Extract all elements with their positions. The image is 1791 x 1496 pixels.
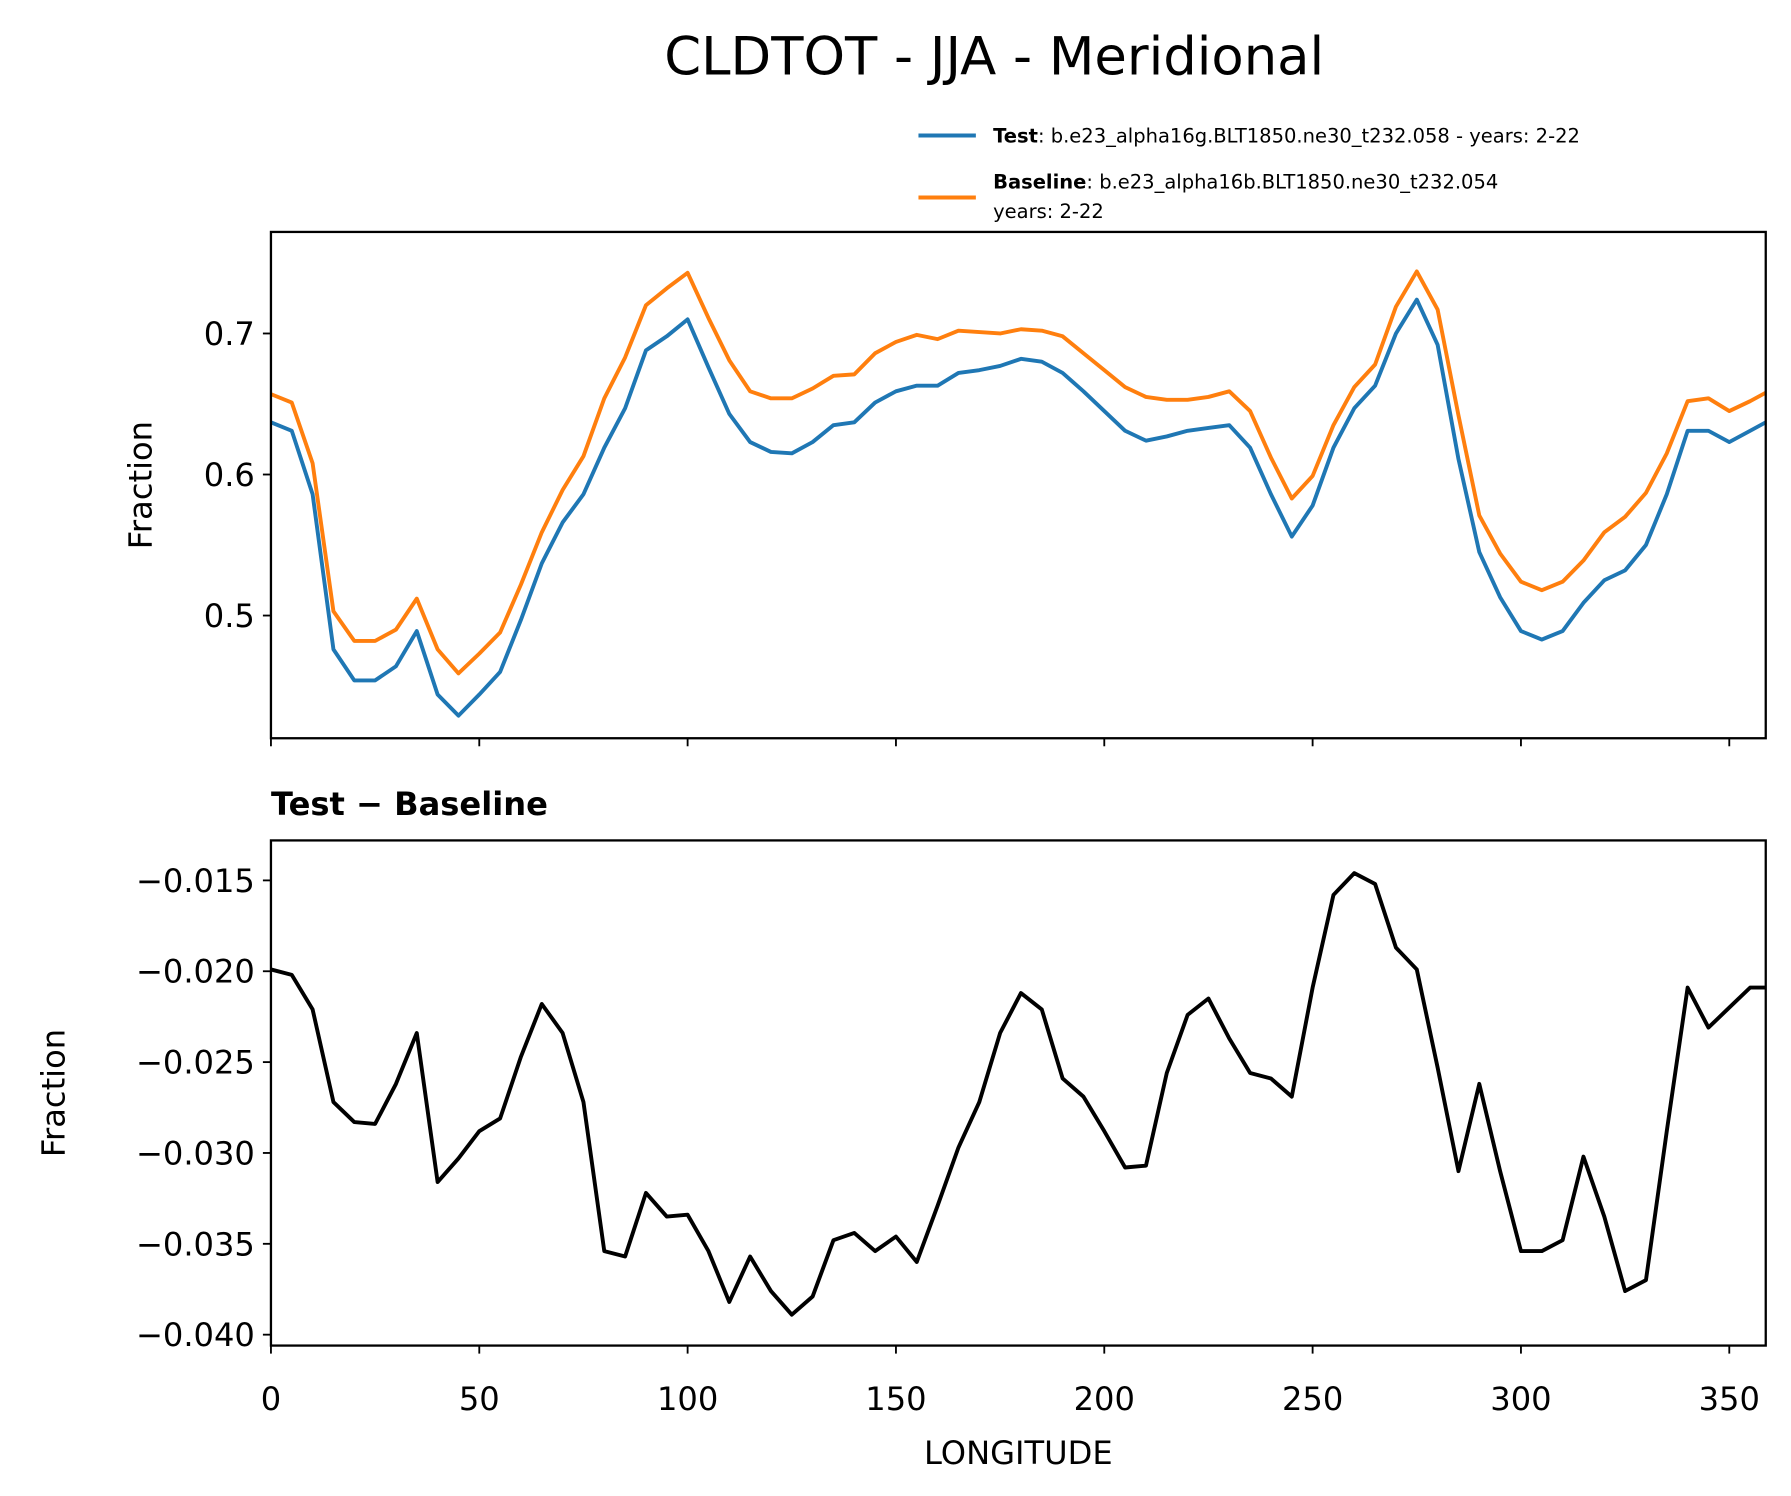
axes-frame	[269, 839, 1767, 1347]
axes-frame	[269, 230, 1767, 740]
data-line	[270, 269, 1767, 676]
y-tick-label: −0.015	[136, 862, 255, 900]
chart-title: CLDTOT - JJA - Meridional	[664, 27, 1324, 88]
y-tick-label: −0.030	[136, 1134, 255, 1172]
x-tick-label: 300	[1490, 1380, 1551, 1418]
x-tick-label: 250	[1282, 1380, 1343, 1418]
x-tick-label: 0	[261, 1380, 281, 1418]
legend-text: years: 2-22	[993, 200, 1104, 223]
data-line	[270, 297, 1767, 718]
x-tick-label: 200	[1074, 1380, 1135, 1418]
legend-name: Baseline	[993, 170, 1086, 193]
legend-description: : b.e23_alpha16g.BLT1850.ne30_t232.058 -…	[1038, 124, 1580, 147]
y-axis-label: Fraction	[122, 421, 160, 549]
y-tick-label: 0.6	[204, 456, 255, 494]
x-axis-label: LONGITUDE	[924, 1434, 1113, 1472]
y-tick-label: −0.025	[136, 1044, 255, 1082]
y-tick-label: −0.020	[136, 953, 255, 991]
legend-text: Baseline: b.e23_alpha16b.BLT1850.ne30_t2…	[993, 170, 1498, 193]
y-tick-label: 0.7	[204, 315, 255, 353]
axes-title: Test − Baseline	[271, 785, 548, 823]
legend-description: : b.e23_alpha16b.BLT1850.ne30_t232.054	[1086, 170, 1498, 193]
y-tick-label: −0.035	[136, 1225, 255, 1263]
y-axis-label: Fraction	[34, 1029, 72, 1157]
data-line	[270, 871, 1766, 1317]
y-tick-label: 0.5	[204, 597, 255, 635]
x-tick-label: 50	[459, 1380, 500, 1418]
x-tick-label: 100	[657, 1380, 718, 1418]
legend-description: years: 2-22	[993, 200, 1104, 223]
x-tick-label: 150	[865, 1380, 926, 1418]
legend-text: Test: b.e23_alpha16g.BLT1850.ne30_t232.0…	[993, 124, 1580, 147]
y-tick-label: −0.040	[136, 1316, 255, 1354]
legend-name: Test	[993, 124, 1038, 147]
x-tick-label: 350	[1699, 1380, 1760, 1418]
